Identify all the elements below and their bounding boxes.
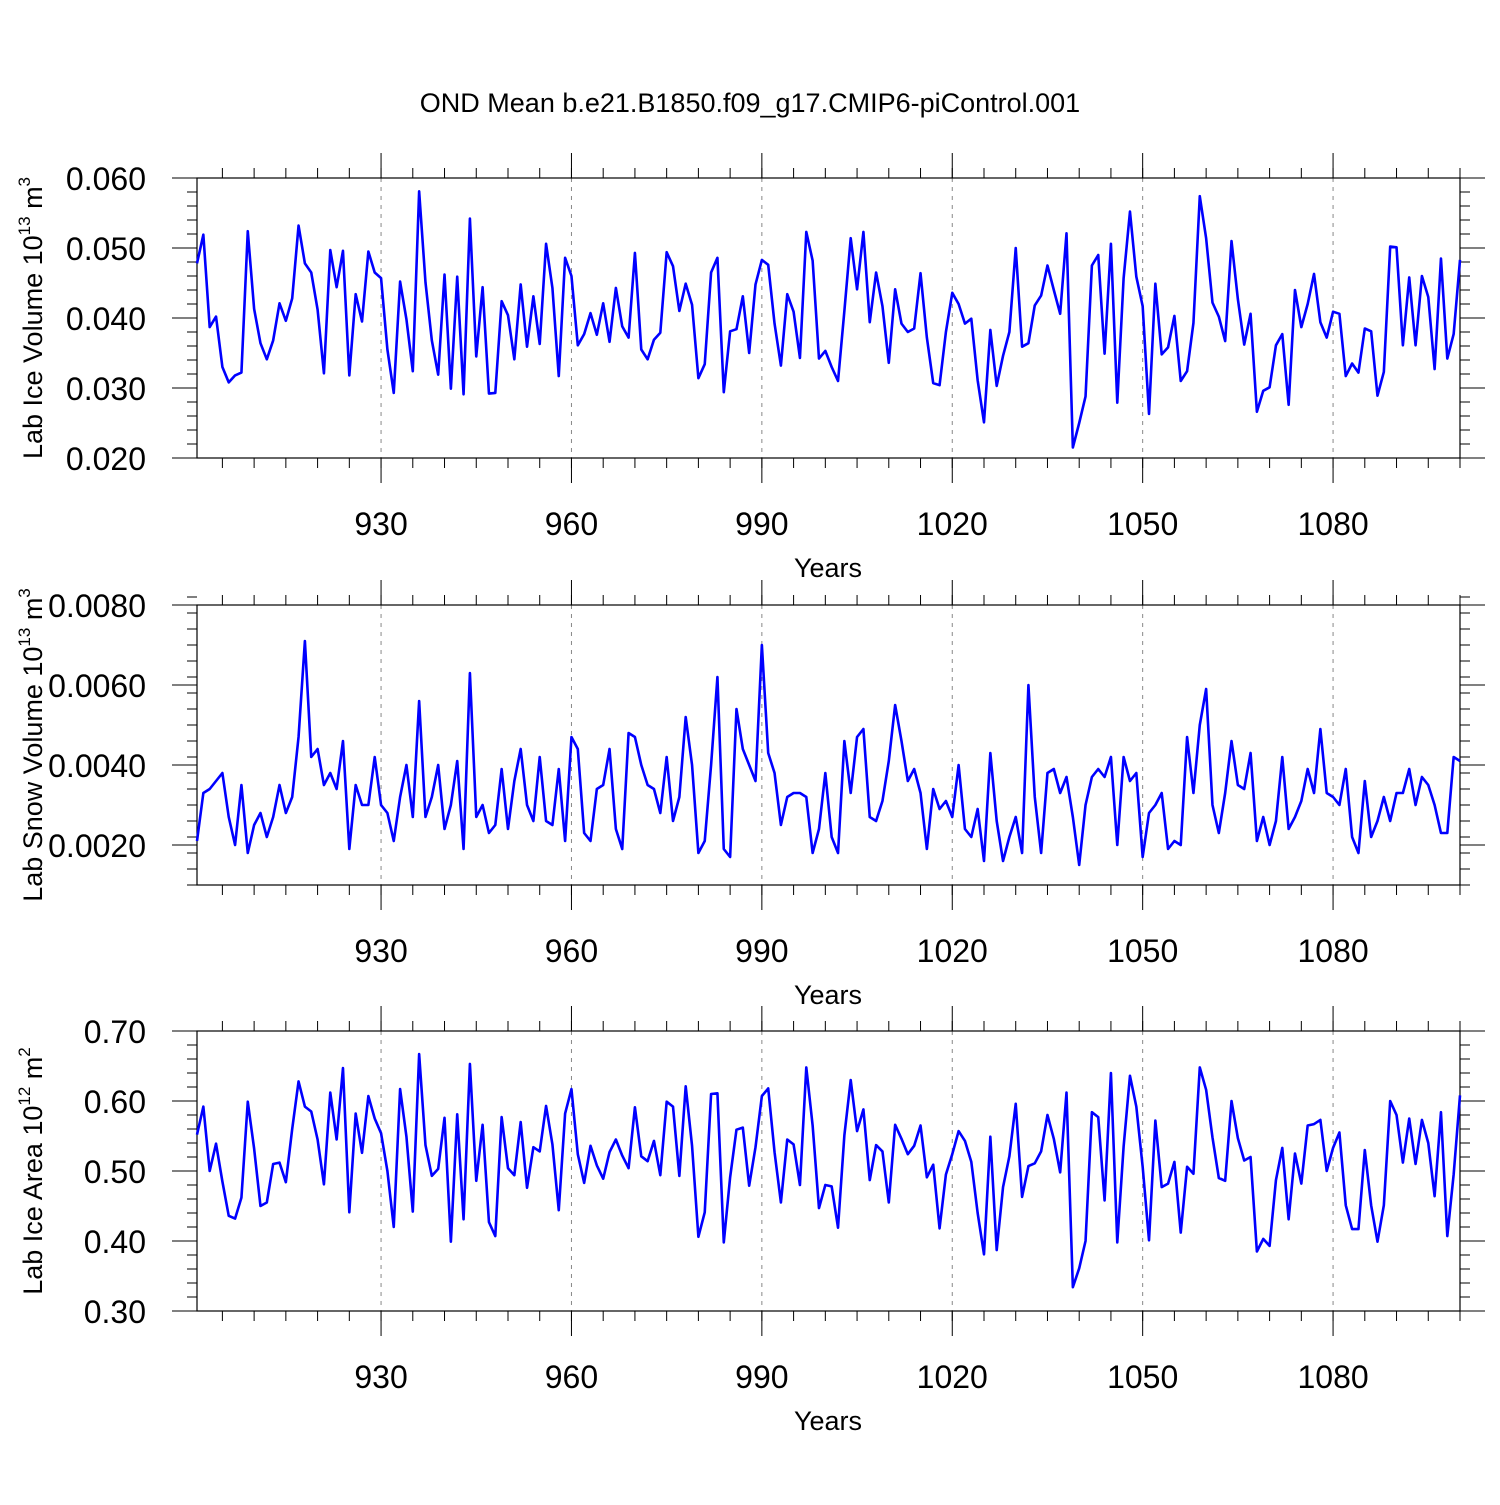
x-tick-label: 990 (735, 506, 788, 542)
x-tick-label: 1020 (917, 1359, 988, 1395)
x-tick-label: 1050 (1107, 1359, 1178, 1395)
x-tick-label: 930 (354, 933, 407, 969)
y-tick-label: 0.0020 (48, 828, 146, 864)
y-axis-label: Lab Snow Volume 1013 m3 (15, 588, 48, 902)
panel-2: 0.0020 0.0040 0.0060 0.0080 930 960 990 1020 105… (15, 580, 1485, 1010)
y-tick-label: 0.0080 (48, 588, 146, 624)
x-tick-label: 930 (354, 506, 407, 542)
x-tick-label: 960 (545, 506, 598, 542)
x-tick-label: 1050 (1107, 933, 1178, 969)
y-tick-label: 0.30 (84, 1294, 146, 1330)
x-tick-label: 990 (735, 1359, 788, 1395)
panel-1: 0.020 0.030 0.040 0.050 0.060 930 960 990 1020 10… (15, 153, 1485, 583)
series-line (197, 641, 1460, 865)
series-line (197, 1054, 1460, 1287)
x-tick-label: 1080 (1297, 933, 1368, 969)
panel-3: 0.30 0.40 0.50 0.60 0.70 930 960 990 1020 1050 108… (15, 1006, 1485, 1436)
x-tick-label: 1020 (917, 506, 988, 542)
y-tick-label: 0.0060 (48, 668, 146, 704)
y-tick-label: 0.0040 (48, 748, 146, 784)
x-tick-label: 960 (545, 1359, 598, 1395)
y-tick-label: 0.60 (84, 1084, 146, 1120)
y-tick-label: 0.50 (84, 1154, 146, 1190)
y-tick-label: 0.70 (84, 1014, 146, 1050)
x-axis-label: Years (794, 1406, 862, 1436)
y-tick-label: 0.060 (66, 161, 146, 197)
y-tick-label: 0.050 (66, 231, 146, 267)
plot-frame (197, 178, 1460, 458)
x-tick-label: 930 (354, 1359, 407, 1395)
x-tick-label: 990 (735, 933, 788, 969)
y-axis-label: Lab Ice Volume 1013 m3 (15, 177, 48, 459)
y-tick-label: 0.040 (66, 301, 146, 337)
x-tick-label: 1020 (917, 933, 988, 969)
x-axis-label: Years (794, 980, 862, 1010)
chart-title: OND Mean b.e21.B1850.f09_g17.CMIP6-piCon… (420, 88, 1080, 118)
x-axis-label: Years (794, 553, 862, 583)
y-tick-label: 0.40 (84, 1224, 146, 1260)
x-tick-label: 1050 (1107, 506, 1178, 542)
y-axis-label: Lab Ice Area 1012 m2 (15, 1047, 48, 1295)
panels: 0.020 0.030 0.040 0.050 0.060 930 960 990 1020 10… (15, 153, 1485, 1436)
y-tick-label: 0.020 (66, 441, 146, 477)
x-tick-label: 960 (545, 933, 598, 969)
x-tick-label: 1080 (1297, 1359, 1368, 1395)
y-tick-label: 0.030 (66, 371, 146, 407)
series-line (197, 191, 1460, 447)
x-tick-label: 1080 (1297, 506, 1368, 542)
